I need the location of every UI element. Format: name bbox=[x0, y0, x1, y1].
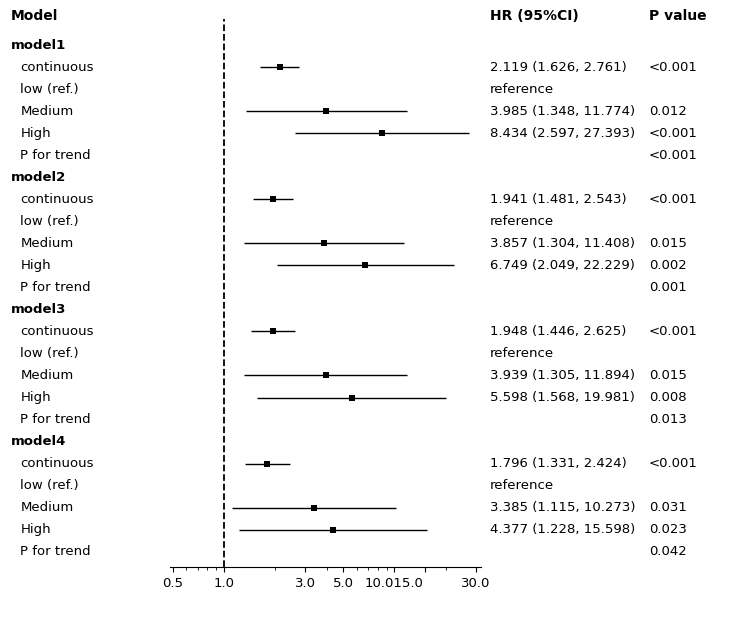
Text: 3.939 (1.305, 11.894): 3.939 (1.305, 11.894) bbox=[490, 369, 635, 382]
Text: 0.012: 0.012 bbox=[649, 105, 687, 118]
Text: low (ref.): low (ref.) bbox=[20, 347, 79, 360]
Text: HR (95%CI): HR (95%CI) bbox=[490, 9, 579, 23]
Text: reference: reference bbox=[490, 347, 554, 360]
Text: continuous: continuous bbox=[20, 325, 94, 338]
Text: reference: reference bbox=[490, 215, 554, 228]
Text: 3.985 (1.348, 11.774): 3.985 (1.348, 11.774) bbox=[490, 105, 635, 118]
Text: P for trend: P for trend bbox=[20, 413, 91, 426]
Text: <0.001: <0.001 bbox=[649, 149, 698, 162]
Text: 3.385 (1.115, 10.273): 3.385 (1.115, 10.273) bbox=[490, 501, 635, 514]
Text: 0.002: 0.002 bbox=[649, 259, 687, 272]
Text: High: High bbox=[20, 127, 51, 140]
Text: High: High bbox=[20, 391, 51, 404]
Text: 1.941 (1.481, 2.543): 1.941 (1.481, 2.543) bbox=[490, 193, 627, 206]
Text: Medium: Medium bbox=[20, 501, 74, 514]
Text: continuous: continuous bbox=[20, 457, 94, 470]
Text: 4.377 (1.228, 15.598): 4.377 (1.228, 15.598) bbox=[490, 523, 635, 536]
Text: low (ref.): low (ref.) bbox=[20, 479, 79, 492]
Text: Medium: Medium bbox=[20, 105, 74, 118]
Text: 0.013: 0.013 bbox=[649, 413, 687, 426]
Text: Medium: Medium bbox=[20, 237, 74, 250]
Text: 1.948 (1.446, 2.625): 1.948 (1.446, 2.625) bbox=[490, 325, 626, 338]
Text: 6.749 (2.049, 22.229): 6.749 (2.049, 22.229) bbox=[490, 259, 635, 272]
Text: <0.001: <0.001 bbox=[649, 325, 698, 338]
Text: low (ref.): low (ref.) bbox=[20, 83, 79, 96]
Text: model4: model4 bbox=[10, 435, 66, 448]
Text: 0.031: 0.031 bbox=[649, 501, 687, 514]
Text: 5.598 (1.568, 19.981): 5.598 (1.568, 19.981) bbox=[490, 391, 635, 404]
Text: model3: model3 bbox=[10, 303, 66, 316]
Text: P for trend: P for trend bbox=[20, 149, 91, 162]
Text: reference: reference bbox=[490, 479, 554, 492]
Text: <0.001: <0.001 bbox=[649, 457, 698, 470]
Text: 1.796 (1.331, 2.424): 1.796 (1.331, 2.424) bbox=[490, 457, 627, 470]
Text: 0.015: 0.015 bbox=[649, 369, 687, 382]
Text: Model: Model bbox=[10, 9, 58, 23]
Text: model1: model1 bbox=[10, 39, 66, 52]
Text: High: High bbox=[20, 523, 51, 536]
Text: <0.001: <0.001 bbox=[649, 61, 698, 74]
Text: 0.001: 0.001 bbox=[649, 281, 687, 294]
Text: P value: P value bbox=[649, 9, 706, 23]
Text: <0.001: <0.001 bbox=[649, 193, 698, 206]
Text: P for trend: P for trend bbox=[20, 281, 91, 294]
Text: 0.023: 0.023 bbox=[649, 523, 687, 536]
Text: 3.857 (1.304, 11.408): 3.857 (1.304, 11.408) bbox=[490, 237, 635, 250]
Text: P for trend: P for trend bbox=[20, 545, 91, 558]
Text: 0.042: 0.042 bbox=[649, 545, 687, 558]
Text: 0.015: 0.015 bbox=[649, 237, 687, 250]
Text: 8.434 (2.597, 27.393): 8.434 (2.597, 27.393) bbox=[490, 127, 635, 140]
Text: continuous: continuous bbox=[20, 193, 94, 206]
Text: 0.008: 0.008 bbox=[649, 391, 687, 404]
Text: continuous: continuous bbox=[20, 61, 94, 74]
Text: low (ref.): low (ref.) bbox=[20, 215, 79, 228]
Text: <0.001: <0.001 bbox=[649, 127, 698, 140]
Text: reference: reference bbox=[490, 83, 554, 96]
Text: 2.119 (1.626, 2.761): 2.119 (1.626, 2.761) bbox=[490, 61, 627, 74]
Text: Medium: Medium bbox=[20, 369, 74, 382]
Text: High: High bbox=[20, 259, 51, 272]
Text: model2: model2 bbox=[10, 171, 66, 184]
